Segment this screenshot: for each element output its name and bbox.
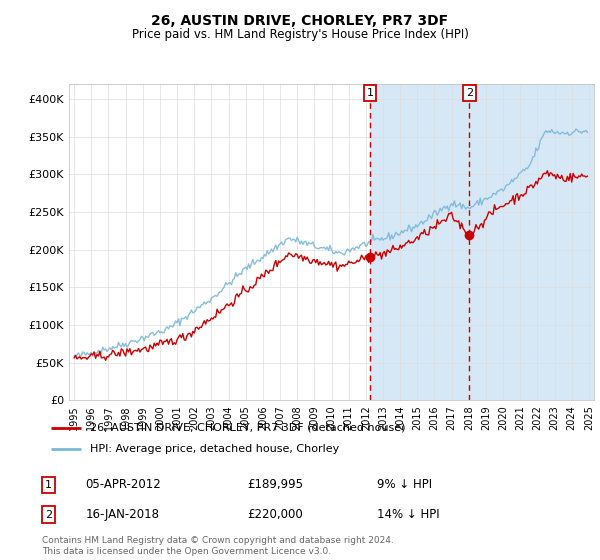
Text: 1: 1	[367, 88, 374, 98]
Text: 14% ↓ HPI: 14% ↓ HPI	[377, 508, 439, 521]
Text: Price paid vs. HM Land Registry's House Price Index (HPI): Price paid vs. HM Land Registry's House …	[131, 28, 469, 41]
Text: £220,000: £220,000	[247, 508, 303, 521]
Text: 9% ↓ HPI: 9% ↓ HPI	[377, 478, 432, 492]
Text: 26, AUSTIN DRIVE, CHORLEY, PR7 3DF (detached house): 26, AUSTIN DRIVE, CHORLEY, PR7 3DF (deta…	[89, 423, 405, 433]
Text: 05-APR-2012: 05-APR-2012	[85, 478, 161, 492]
Text: £189,995: £189,995	[247, 478, 303, 492]
Text: 2: 2	[45, 510, 52, 520]
Bar	[370, 84, 594, 400]
Text: HPI: Average price, detached house, Chorley: HPI: Average price, detached house, Chor…	[89, 444, 339, 454]
Text: Contains HM Land Registry data © Crown copyright and database right 2024.
This d: Contains HM Land Registry data © Crown c…	[42, 536, 394, 556]
Text: 1: 1	[45, 480, 52, 490]
Text: 2: 2	[466, 88, 473, 98]
Text: 16-JAN-2018: 16-JAN-2018	[85, 508, 159, 521]
Text: 26, AUSTIN DRIVE, CHORLEY, PR7 3DF: 26, AUSTIN DRIVE, CHORLEY, PR7 3DF	[151, 14, 449, 28]
